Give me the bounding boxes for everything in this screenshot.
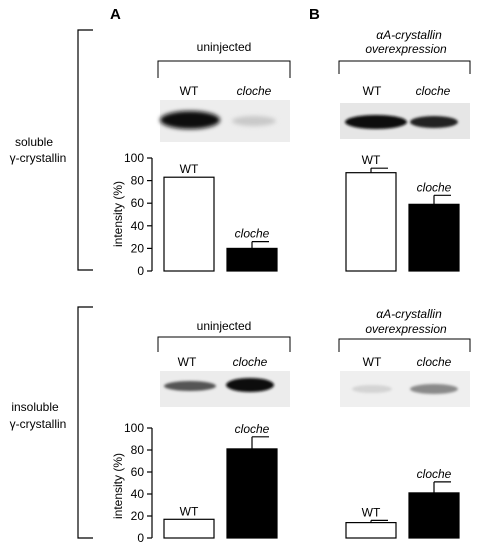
group-bracket xyxy=(157,60,291,78)
group-label-uninjected: uninjected xyxy=(197,319,252,333)
row-side-label-line1: insoluble xyxy=(11,400,59,414)
y-tick-label: 100 xyxy=(124,421,144,435)
lane-label-cloche: cloche xyxy=(416,84,451,98)
y-tick-label: 60 xyxy=(131,465,145,479)
y-tick-label: 80 xyxy=(131,174,145,188)
bar-b-cloche xyxy=(408,492,460,539)
bar-chart-insoluble: 0 20 40 60 80 100 intensity (%) WT cloche WT cloch… xyxy=(111,421,460,545)
y-axis-label: intensity (%) xyxy=(111,181,125,247)
bar-b-wt xyxy=(345,172,397,272)
panel-label-a: A xyxy=(110,6,121,23)
lane-label-cloche: cloche xyxy=(237,84,272,98)
lane-label-wt: WT xyxy=(180,84,199,98)
bar-a-cloche xyxy=(226,247,278,272)
lane-label-cloche: cloche xyxy=(417,355,452,369)
panel-label-b: B xyxy=(309,6,320,23)
row-side-label-line1: soluble xyxy=(15,135,53,149)
western-blot-image xyxy=(340,371,470,407)
lane-label-wt: WT xyxy=(178,355,197,369)
western-blot-image xyxy=(160,371,290,407)
row-side-label-line2: γ-crystallin xyxy=(10,417,67,431)
bar-label: cloche xyxy=(417,180,452,194)
bar-b-wt xyxy=(345,521,397,539)
lane-label-cloche: cloche xyxy=(233,355,268,369)
row-insoluble: insoluble γ-crystallin uninjected WT clo… xyxy=(10,306,471,545)
group-label-uninjected: uninjected xyxy=(197,40,252,54)
group-label-overexpression-line1: αA-crystallin xyxy=(376,28,442,42)
row-bracket xyxy=(77,306,93,539)
y-tick-label: 20 xyxy=(131,509,145,523)
group-label-overexpression-line1: αA-crystallin xyxy=(376,307,442,321)
western-blot-image xyxy=(160,100,290,142)
bar-a-wt xyxy=(163,176,215,272)
row-bracket xyxy=(77,29,93,271)
lane-label-wt: WT xyxy=(363,84,382,98)
y-axis-label: intensity (%) xyxy=(111,453,125,519)
row-soluble: soluble γ-crystallin uninjected WT cloch… xyxy=(10,28,471,278)
y-tick-label: 20 xyxy=(131,241,145,255)
bar-label: WT xyxy=(180,504,199,518)
bar-label: cloche xyxy=(235,227,270,241)
group-label-overexpression-line2: overexpression xyxy=(365,322,447,336)
lane-label-wt: WT xyxy=(363,355,382,369)
bar-label: cloche xyxy=(417,467,452,481)
bar-label: WT xyxy=(362,153,381,167)
y-tick-label: 60 xyxy=(131,196,145,210)
group-bracket xyxy=(338,60,471,74)
y-tick-label: 80 xyxy=(131,443,145,457)
bar-a-wt xyxy=(163,518,215,539)
bar-label: WT xyxy=(180,162,199,176)
group-bracket xyxy=(157,336,291,352)
bar-chart-soluble: 0 20 40 60 80 100 intensity (%) WT cloche WT cloch… xyxy=(111,151,460,278)
bar-label: cloche xyxy=(235,422,270,436)
y-tick-label: 40 xyxy=(131,487,145,501)
bar-b-cloche xyxy=(408,203,460,272)
western-blot-image xyxy=(340,103,470,139)
row-side-label-line2: γ-crystallin xyxy=(10,151,67,165)
y-tick-label: 40 xyxy=(131,219,145,233)
bar-label: WT xyxy=(362,505,381,519)
bar-a-cloche xyxy=(226,448,278,539)
y-tick-label: 0 xyxy=(137,264,144,278)
group-bracket xyxy=(338,338,471,352)
group-label-overexpression-line2: overexpression xyxy=(365,42,447,56)
y-tick-label: 0 xyxy=(137,531,144,545)
y-tick-label: 100 xyxy=(124,151,144,165)
